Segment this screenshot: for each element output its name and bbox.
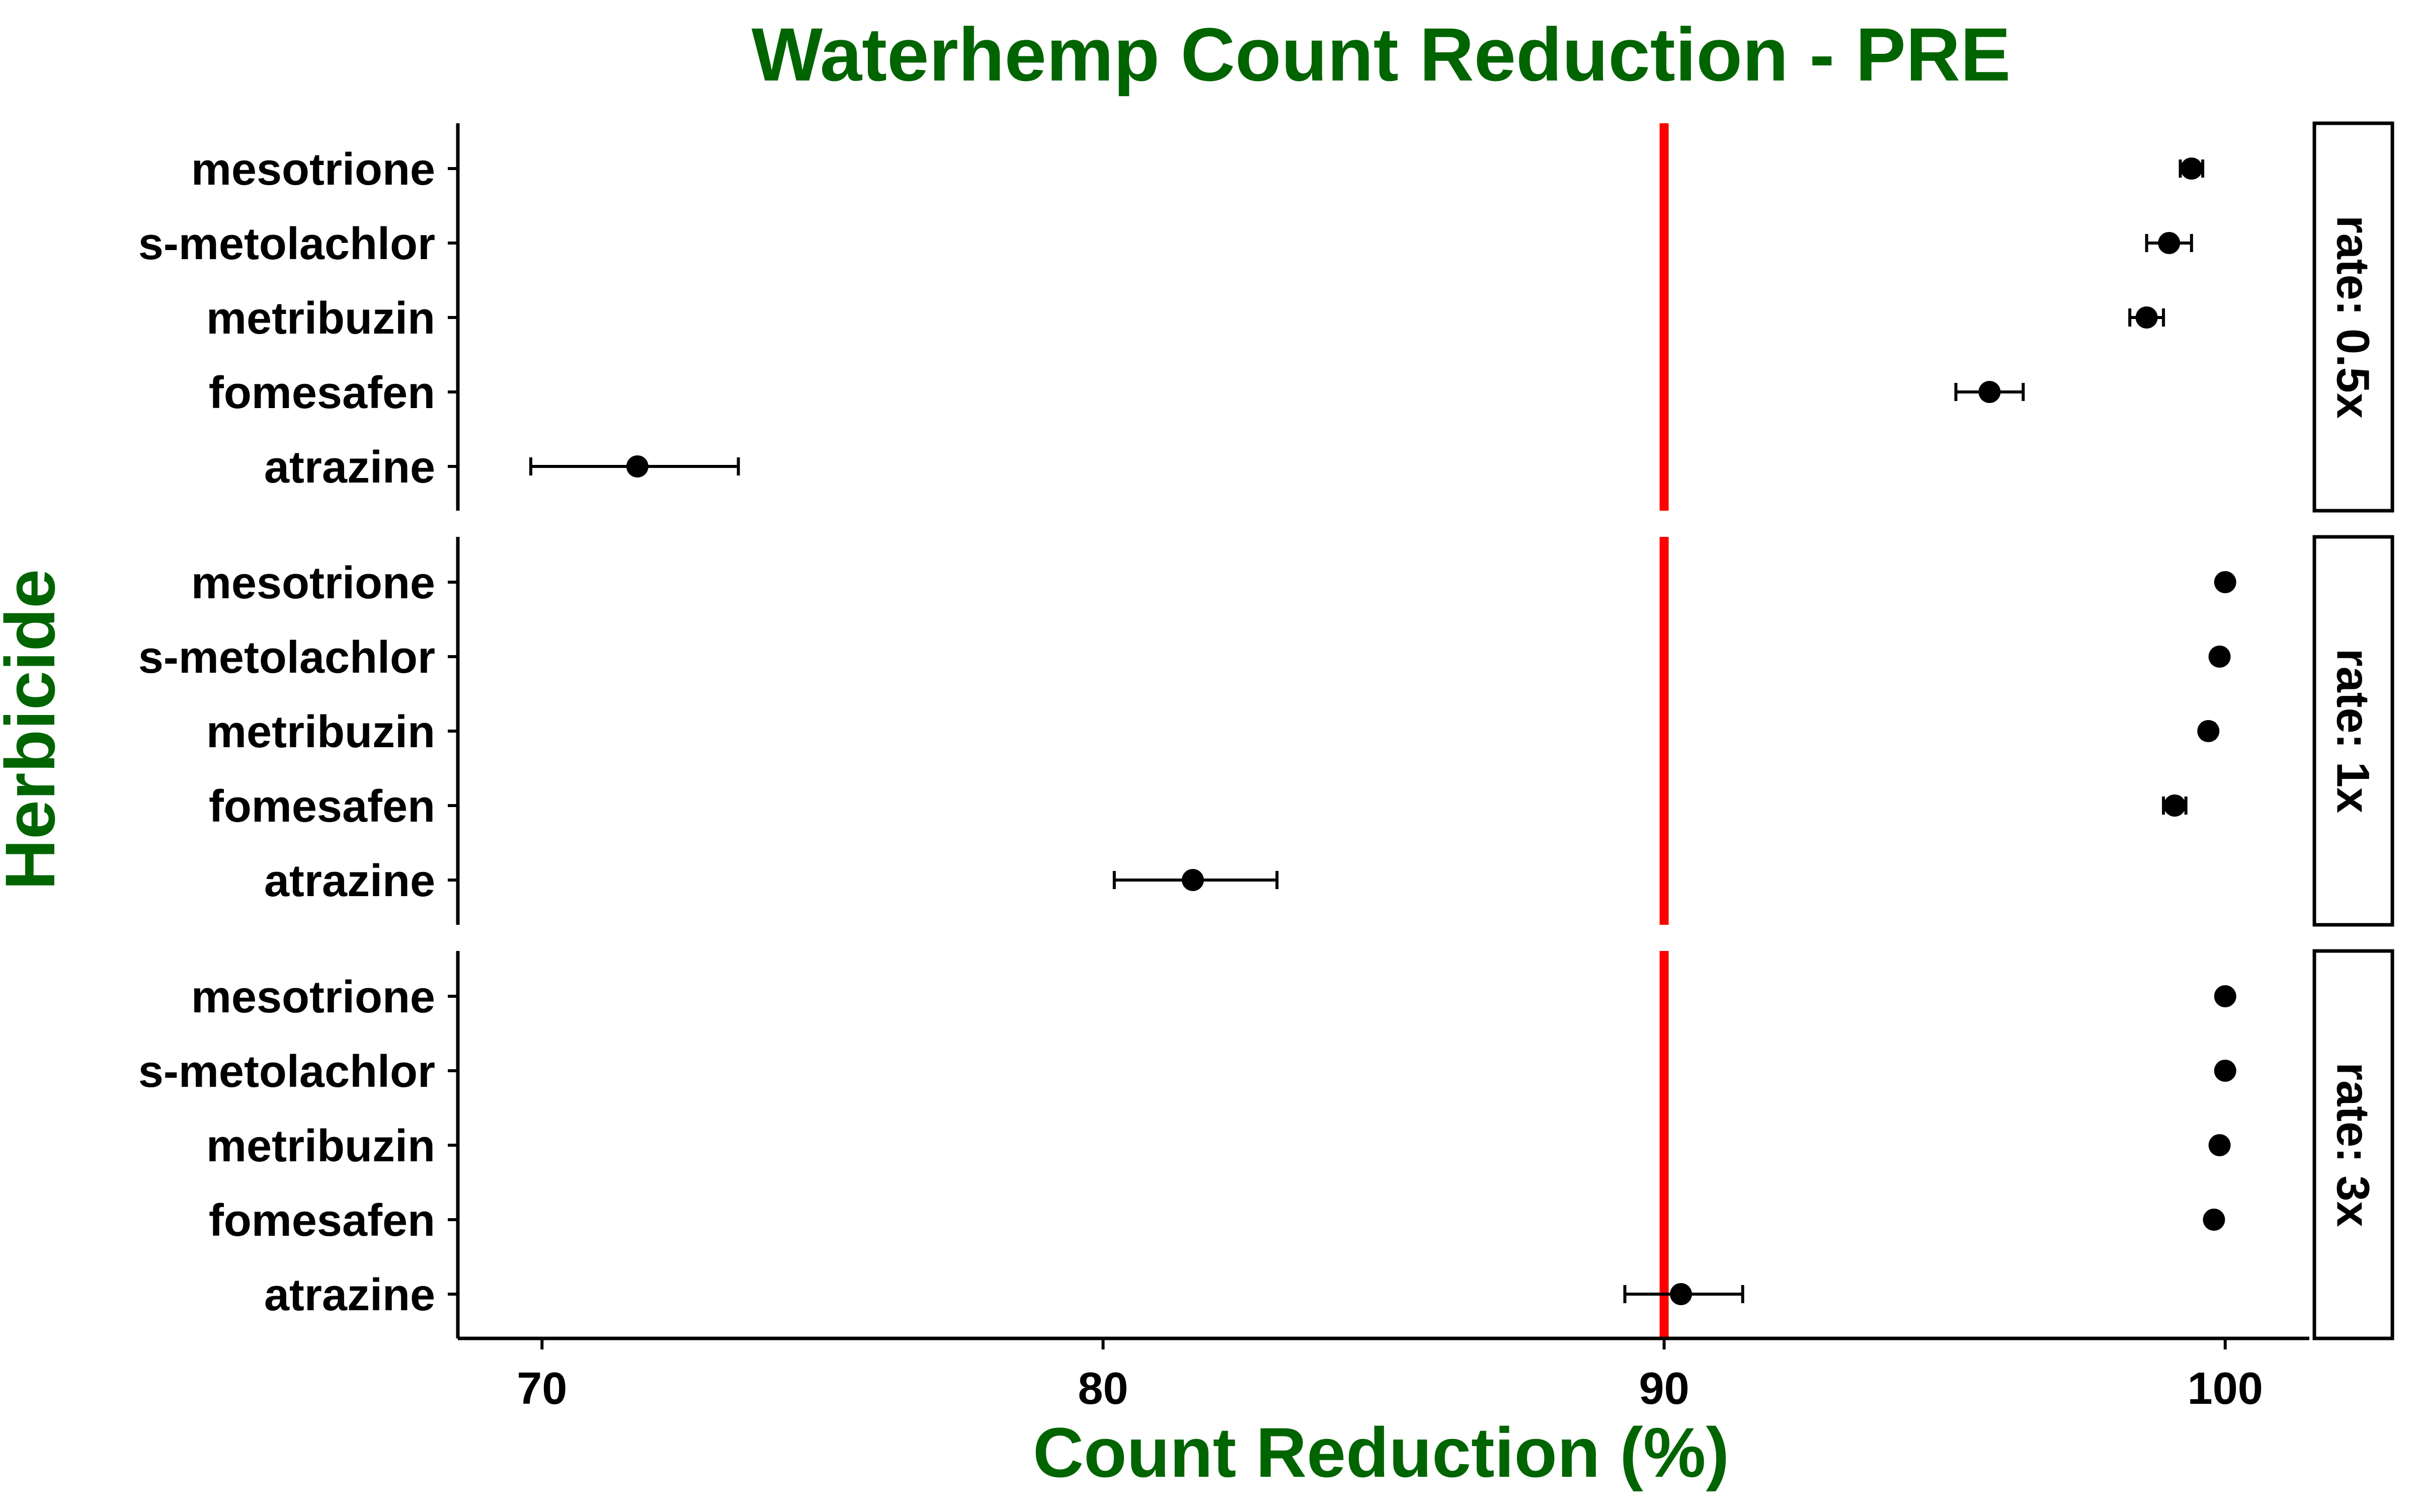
y-tick-label: mesotrione: [191, 144, 435, 195]
y-tick-label: s-metolachlor: [138, 632, 435, 683]
data-point: [626, 455, 649, 478]
data-point: [2208, 646, 2231, 668]
data-point: [2180, 157, 2203, 180]
y-tick-label: metribuzin: [206, 1121, 435, 1171]
data-point: [2214, 985, 2236, 1007]
data-point: [2163, 794, 2186, 817]
x-tick-label: 80: [1078, 1364, 1128, 1414]
x-axis-title: Count Reduction (%): [1033, 1413, 1729, 1492]
data-point: [1978, 381, 2001, 403]
facet-strip: [2312, 949, 2394, 1340]
x-tick-label: 90: [1639, 1364, 1689, 1414]
y-tick-label: fomesafen: [209, 368, 435, 418]
y-tick-label: mesotrione: [191, 972, 435, 1022]
data-point: [2197, 720, 2220, 742]
plot-layer: mesotrione s-metolachlor metribuzin fomesaf…: [138, 121, 2394, 1414]
data-point: [2158, 232, 2181, 254]
data-point: [2214, 571, 2236, 593]
y-tick-label: atrazine: [264, 856, 435, 906]
y-axis-title: Herbicide: [0, 569, 69, 890]
facet-strip-label: rate: 1x: [2327, 649, 2379, 813]
facet-strip: [2312, 535, 2394, 927]
y-tick-label: s-metolachlor: [138, 219, 435, 269]
y-tick-label: fomesafen: [209, 781, 435, 832]
data-point: [1181, 869, 1204, 891]
facet-strip-label: rate: 3x: [2327, 1062, 2379, 1227]
y-tick-label: fomesafen: [209, 1196, 435, 1246]
x-tick-label: 70: [517, 1364, 567, 1414]
y-tick-label: metribuzin: [206, 707, 435, 757]
y-tick-label: atrazine: [264, 442, 435, 493]
data-point: [2208, 1134, 2231, 1156]
facet-strip: [2312, 121, 2394, 513]
data-point: [2214, 1060, 2236, 1082]
y-tick-label: mesotrione: [191, 558, 435, 608]
x-tick-label: 100: [2188, 1364, 2263, 1414]
data-point: [1670, 1283, 1693, 1305]
data-point: [2135, 306, 2158, 329]
data-point: [2203, 1209, 2225, 1231]
facet-strip-label: rate: 0.5x: [2327, 215, 2379, 419]
y-tick-label: atrazine: [264, 1270, 435, 1320]
chart-title: Waterhemp Count Reduction - PRE: [752, 12, 2011, 97]
y-tick-label: metribuzin: [206, 293, 435, 344]
y-tick-label: s-metolachlor: [138, 1047, 435, 1097]
